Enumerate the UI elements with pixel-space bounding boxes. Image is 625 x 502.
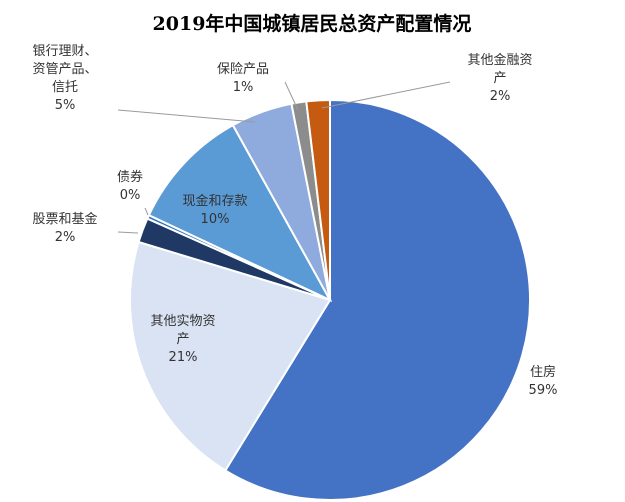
label-other-physical: 其他实物资产 21% — [150, 314, 215, 365]
leader-lines — [117, 81, 451, 234]
label-cash-deposits: 现金和存款 10% — [182, 193, 247, 227]
label-other-financial: 其他金融资产 2% — [467, 52, 532, 104]
leader-line-wealth-mgmt — [117, 109, 256, 123]
label-housing: 住房 59% — [529, 364, 558, 398]
label-insurance: 保险产品 1% — [217, 62, 269, 95]
slice-other-financial — [305, 98, 331, 301]
leader-line-other-financial — [321, 81, 451, 109]
label-stocks-funds: 股票和基金 2% — [32, 211, 97, 245]
slice-cash-deposits — [147, 123, 333, 303]
leader-line-bonds — [144, 207, 149, 216]
label-wealth-mgmt: 银行理财、资管产品、信托 5% — [32, 44, 97, 113]
pie-slices — [129, 98, 531, 501]
slice-housing — [223, 98, 531, 501]
chart-title: 2019年中国城镇居民总资产配置情况 — [153, 12, 472, 35]
slice-other-physical — [129, 240, 332, 472]
slice-labels: 住房 59% 其他实物资产 21% 股票和基金 2% 债券 0% 现金和存款 10% 银行理财、资管… — [32, 44, 557, 398]
label-bonds: 债券 0% — [117, 169, 143, 203]
leader-line-stocks-funds — [117, 231, 139, 234]
leader-line-insurance — [284, 81, 299, 111]
